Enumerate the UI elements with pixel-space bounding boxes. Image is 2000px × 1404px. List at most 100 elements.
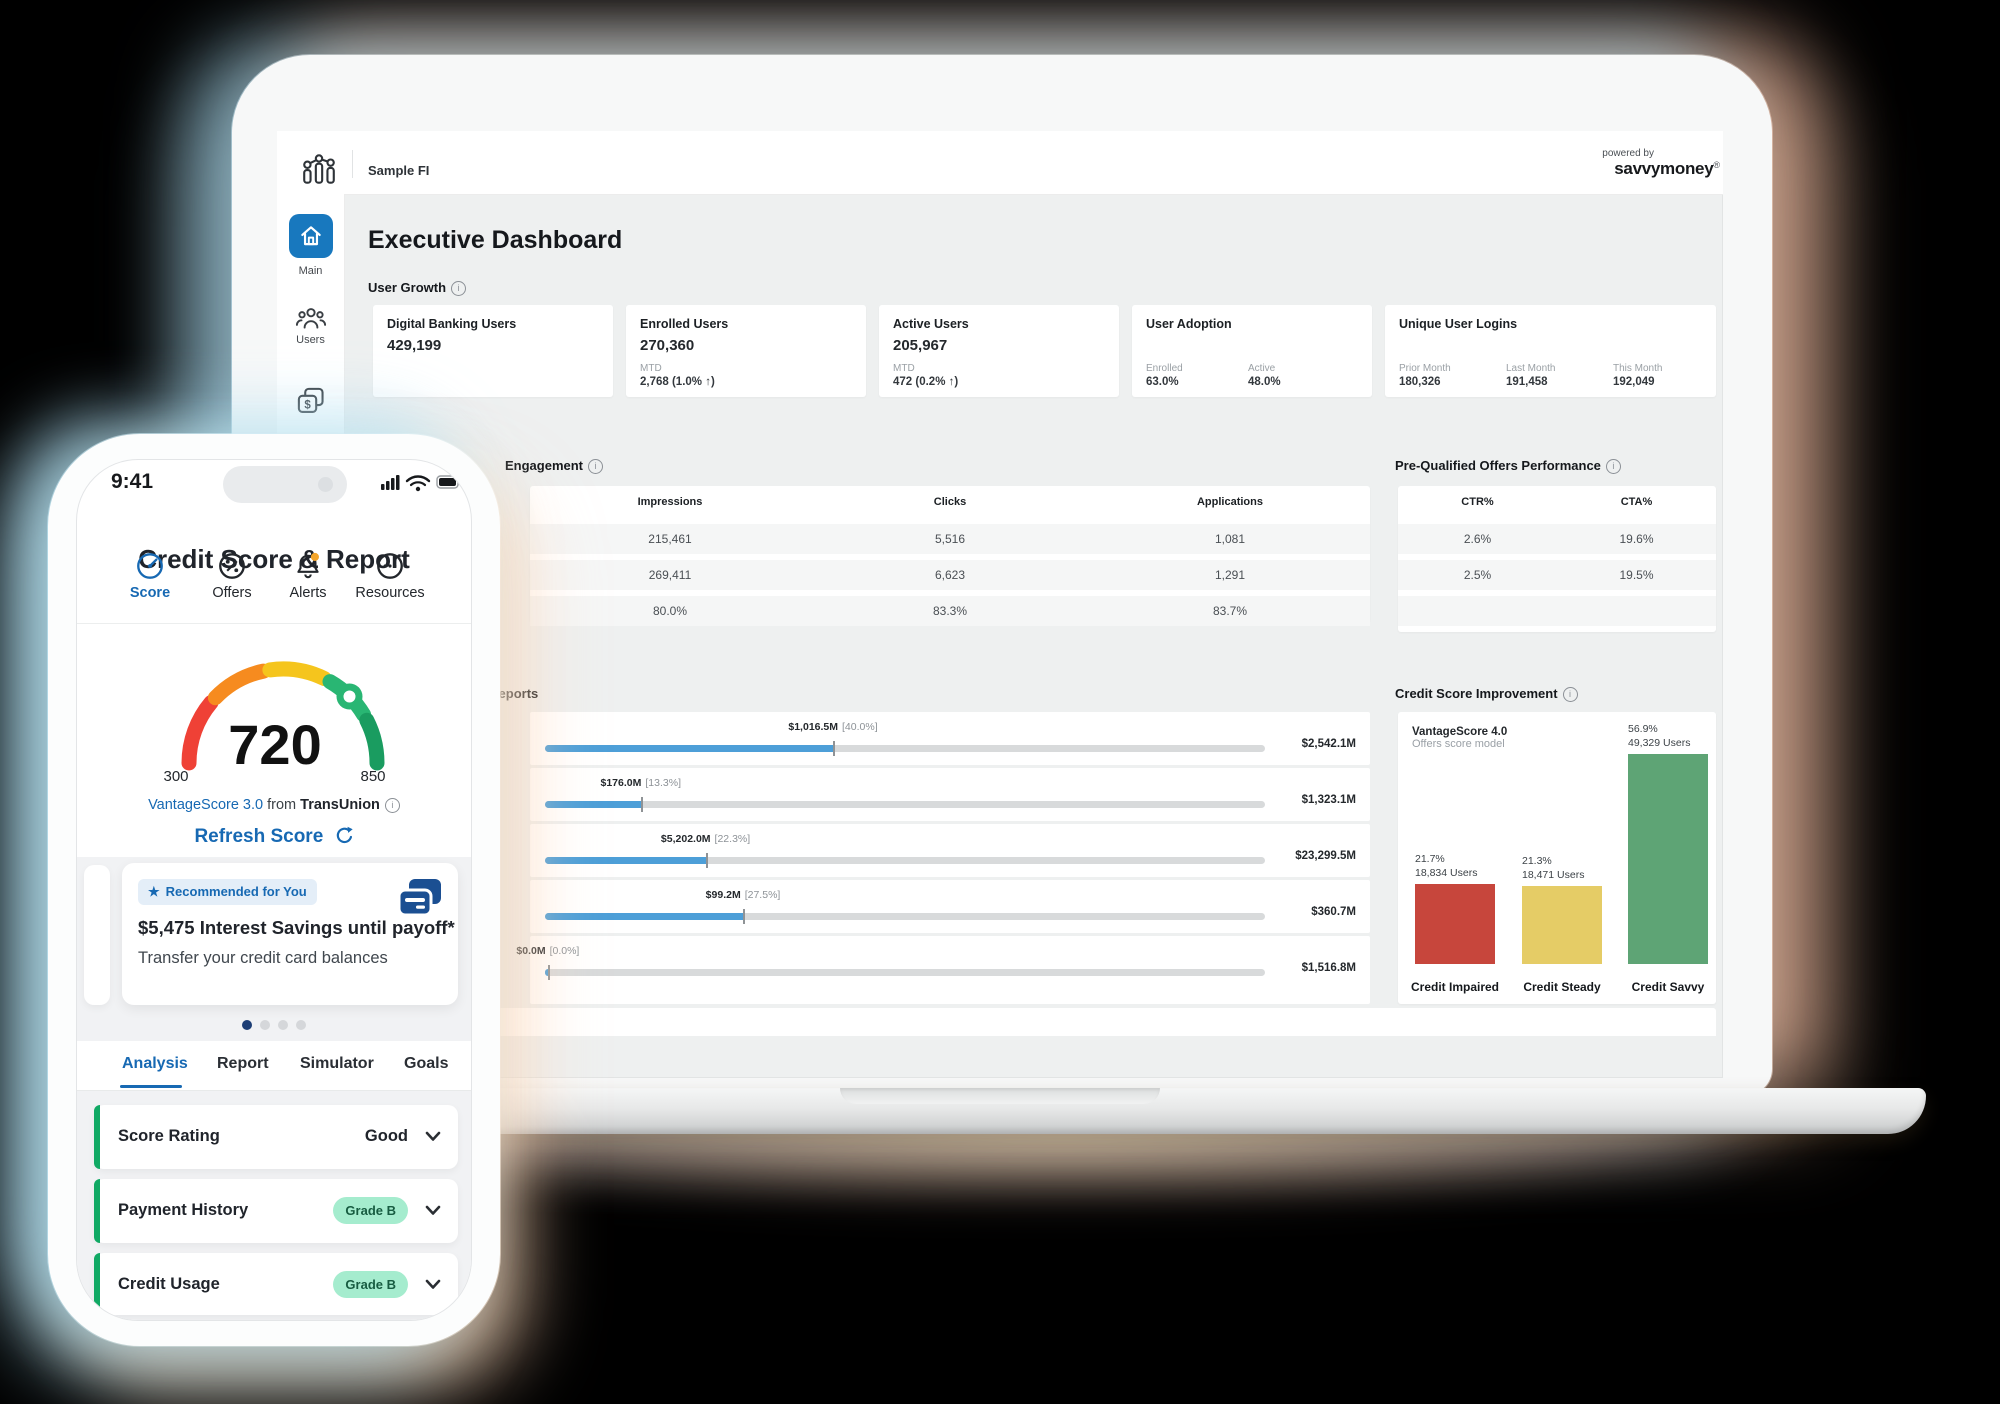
tab-simulator[interactable]: Simulator <box>300 1055 374 1072</box>
col-ctr: CTR% <box>1461 496 1494 508</box>
bar-total-label: $23,299.5M <box>1295 850 1356 862</box>
info-icon[interactable]: i <box>1562 687 1578 702</box>
svg-text:$: $ <box>304 400 311 412</box>
carousel-dot[interactable] <box>260 1020 270 1030</box>
alert-badge-dot <box>310 552 319 561</box>
credit-score-gauge <box>173 653 393 771</box>
tab-label: Resources <box>355 585 425 601</box>
kpi-sub-value: 180,326 <box>1399 376 1441 388</box>
offer-card[interactable]: ★ Recommended for You $5,475 Interest Sav… <box>122 863 458 1005</box>
bar-data-label: 21.7% 18,834 Users <box>1415 853 1478 879</box>
tab-label: Score <box>129 585 171 601</box>
progress-fill <box>545 857 706 864</box>
recommended-badge: ★ Recommended for You <box>138 879 317 905</box>
accordion-score-rating[interactable]: Score Rating Good <box>94 1105 458 1169</box>
grade-badge: Grade B <box>333 1271 408 1298</box>
client-name: Sample FI <box>368 163 430 178</box>
carousel-dot[interactable] <box>278 1020 288 1030</box>
divider <box>77 623 471 624</box>
table-row <box>1398 596 1716 626</box>
x-axis-label: Credit Impaired <box>1410 980 1500 994</box>
chevron-down-icon[interactable] <box>422 1199 444 1221</box>
credit-report-bar-row: $5,202.0M [22.3%] $23,299.5M <box>530 824 1370 877</box>
sidebar-item-main[interactable]: Main <box>277 214 344 277</box>
chevron-down-icon[interactable] <box>422 1125 444 1147</box>
info-icon[interactable]: i <box>588 459 604 474</box>
app-title: Credit Score & Report <box>138 544 410 574</box>
tab-analysis[interactable]: Analysis <box>122 1055 188 1072</box>
status-icons <box>381 475 461 492</box>
info-icon[interactable]: i <box>451 281 467 296</box>
chart-bar-credit-savvy: 56.9% 49,329 Users <box>1628 722 1708 964</box>
powered-by-logo: powered by savvymoney® <box>1480 148 1720 179</box>
table-row: 2.5% 19.5% <box>1398 560 1716 590</box>
refresh-score-button[interactable]: Refresh Score <box>77 826 471 848</box>
phone-mockup: 9:41 <box>48 434 500 1346</box>
x-axis-label: Credit Steady <box>1523 980 1601 994</box>
star-icon: ★ <box>148 884 160 899</box>
kpi-title: Enrolled Users <box>640 317 729 331</box>
kpi-sub-value: 63.0% <box>1146 376 1179 388</box>
score-model-link[interactable]: VantageScore 3.0 <box>148 797 264 813</box>
col-cta: CTA% <box>1620 496 1653 508</box>
kpi-sub-value: 48.0% <box>1248 376 1281 388</box>
battery-icon <box>436 475 461 489</box>
kpi-unique-user-logins: Unique User Logins Prior Month 180,326 L… <box>1385 305 1716 397</box>
accordion-label: Payment History <box>118 1201 249 1219</box>
kpi-sub-value: 191,458 <box>1506 376 1548 388</box>
wifi-icon <box>405 475 431 487</box>
powered-by-text: powered by <box>1602 148 1654 159</box>
previous-offer-card-edge[interactable] <box>84 865 110 1005</box>
tab-resources[interactable]: Resources <box>352 550 428 601</box>
camera-dot <box>318 477 333 492</box>
bar-rect <box>1628 754 1708 964</box>
progress-tick <box>705 853 708 868</box>
analysis-tab-bar: Analysis Report Simulator Goals <box>77 1041 471 1091</box>
offer-subtext: Transfer your credit card balances <box>138 949 388 967</box>
bar-value-label: $99.2M [27.5%] <box>705 889 781 901</box>
tab-goals[interactable]: Goals <box>404 1055 449 1072</box>
sidebar-item-offers[interactable]: $ <box>277 386 344 416</box>
page-title: Executive Dashboard <box>368 226 623 254</box>
credit-report-bar-row: $176.0M [13.3%] $1,323.1M <box>530 768 1370 821</box>
bar-total-label: $1,323.1M <box>1301 794 1356 806</box>
chevron-down-icon[interactable] <box>422 1273 444 1295</box>
info-icon[interactable]: i <box>1605 459 1621 474</box>
accordion-label: Score Rating <box>118 1127 220 1145</box>
kpi-user-adoption: User Adoption Enrolled 63.0% Active 48.0… <box>1132 305 1372 397</box>
progress-track: $5,202.0M [22.3%] <box>545 833 1265 868</box>
carousel-dot[interactable] <box>296 1020 306 1030</box>
col-clicks: Clicks <box>933 496 967 508</box>
sidebar-item-users[interactable]: Users <box>277 304 344 346</box>
progress-track: $99.2M [27.5%] <box>545 889 1265 924</box>
bar-rect <box>1522 886 1602 964</box>
chart-bar-credit-steady: 21.3% 18,471 Users <box>1522 854 1602 964</box>
refresh-icon <box>336 826 353 844</box>
bar-data-label: 21.3% 18,471 Users <box>1522 855 1585 881</box>
kpi-sub-label: This Month <box>1613 363 1663 374</box>
bar-value-label: $176.0M [13.3%] <box>600 777 681 789</box>
tab-alerts[interactable]: Alerts <box>270 550 346 601</box>
col-impressions: Impressions <box>637 496 703 508</box>
active-tab-underline <box>120 1085 182 1088</box>
score-model-subtext: Offers score model <box>1412 738 1505 750</box>
kpi-digital-banking-users: Digital Banking Users 429,199 <box>373 305 613 397</box>
grade-badge: Grade B <box>333 1197 408 1224</box>
chart-bar-credit-impaired: 21.7% 18,834 Users <box>1415 852 1495 964</box>
bar-total-label: $360.7M <box>1311 906 1356 918</box>
kpi-sub-value: 472 (0.2% ↑) <box>893 376 959 388</box>
carousel-dot-active[interactable] <box>242 1020 252 1030</box>
kpi-value: 429,199 <box>387 337 442 354</box>
info-icon[interactable]: i <box>384 798 400 813</box>
accordion-payment-history[interactable]: Payment History Grade B <box>94 1179 458 1243</box>
tab-offers[interactable]: Offers <box>194 550 270 601</box>
accordion-credit-usage[interactable]: Credit Usage Grade B <box>94 1253 458 1315</box>
score-improvement-section-title: Credit Score Improvement i <box>1395 686 1578 702</box>
kpi-sub-label: Enrolled <box>1146 363 1183 374</box>
kpi-value: 270,360 <box>640 337 695 354</box>
tab-score[interactable]: Score <box>112 550 188 601</box>
user-growth-section-title: User Growth i <box>368 280 467 296</box>
tab-report[interactable]: Report <box>217 1055 269 1072</box>
gauge-min-label: 300 <box>163 768 189 785</box>
tab-label: Offers <box>212 585 252 601</box>
